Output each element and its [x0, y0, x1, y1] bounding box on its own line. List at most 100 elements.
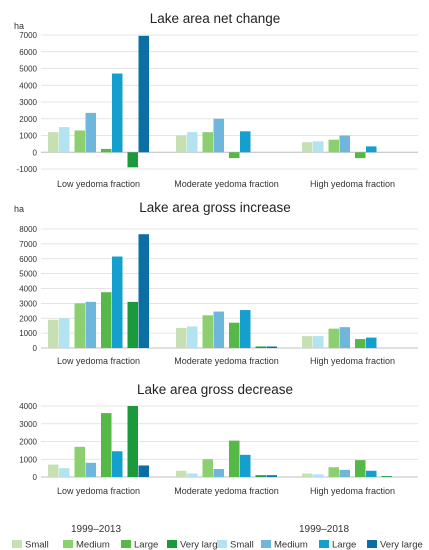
bar-large-1999-2013-low-yedoma-fraction — [101, 292, 112, 348]
bar-small-1999-2013-moderate-yedoma-fraction — [176, 327, 187, 348]
bar-small-1999-2013-moderate-yedoma-fraction — [176, 470, 187, 477]
bar-medium-1999-2013-high-yedoma-fraction — [328, 139, 339, 153]
bar-small-1999-2018-high-yedoma-fraction — [313, 336, 324, 348]
bar-large-1999-2018-low-yedoma-fraction — [112, 256, 123, 348]
bar-small-1999-2018-low-yedoma-fraction — [59, 127, 70, 153]
bar-large-1999-2018-low-yedoma-fraction — [112, 73, 123, 153]
y-axis-unit-label: ha — [14, 21, 24, 31]
bar-small-1999-2013-low-yedoma-fraction — [48, 319, 59, 348]
y-tick-label: 4000 — [19, 402, 37, 411]
y-tick-label: 0 — [33, 148, 38, 157]
legend-label-medium: Medium — [274, 540, 308, 550]
bar-medium-1999-2018-low-yedoma-fraction — [85, 462, 96, 477]
y-tick-label: 4000 — [19, 285, 37, 294]
chart-lake-area-gross-increase: Lake area gross increase ha 0 1000 2000 3000 4… — [14, 200, 418, 366]
bar-very-large-1999-2013-low-yedoma-fraction — [127, 152, 138, 168]
bar-small-1999-2018-low-yedoma-fraction — [59, 318, 70, 348]
bar-large-1999-2013-moderate-yedoma-fraction — [229, 322, 240, 348]
bar-medium-1999-2018-moderate-yedoma-fraction — [213, 118, 224, 153]
y-tick-label: 2000 — [19, 314, 37, 323]
legend-label-medium: Medium — [76, 540, 110, 550]
chart-title: Lake area net change — [150, 11, 281, 26]
bar-very-large-1999-2018-low-yedoma-fraction — [138, 234, 149, 348]
bar-large-1999-2013-high-yedoma-fraction — [355, 460, 366, 477]
bar-large-1999-2013-moderate-yedoma-fraction — [229, 152, 240, 159]
bar-very-large-1999-2018-low-yedoma-fraction — [138, 465, 149, 477]
bar-large-1999-2013-low-yedoma-fraction — [101, 413, 112, 477]
x-category-label: High yedoma fraction — [310, 486, 395, 496]
x-category-label: Low yedoma fraction — [57, 356, 140, 366]
chart-lake-area-net-change: Lake area net change ha -1000 0 1000 2000 3000… — [14, 11, 418, 189]
bar-large-1999-2013-moderate-yedoma-fraction — [229, 440, 240, 477]
legend-swatch-large-1999-2018 — [319, 540, 329, 548]
bar-large-1999-2018-low-yedoma-fraction — [112, 451, 123, 477]
legend-period-1999-2018: 1999–2018 — [299, 524, 349, 535]
legend-swatch-very-large-1999-2013 — [167, 540, 177, 548]
y-tick-label: 0 — [33, 344, 38, 353]
legend: 1999–2013 1999–2018 Small Medium Large Very… — [12, 524, 423, 550]
bar-medium-1999-2018-high-yedoma-fraction — [339, 469, 350, 477]
bar-very-large-1999-2013-moderate-yedoma-fraction — [255, 346, 266, 348]
bar-medium-1999-2018-moderate-yedoma-fraction — [213, 469, 224, 477]
bar-large-1999-2018-moderate-yedoma-fraction — [240, 454, 251, 477]
bar-medium-1999-2013-low-yedoma-fraction — [74, 446, 85, 477]
bar-medium-1999-2018-high-yedoma-fraction — [339, 135, 350, 153]
legend-label-very-large: Very large — [380, 540, 423, 550]
y-tick-label: 2000 — [19, 438, 37, 447]
y-tick-label: 1000 — [19, 132, 37, 141]
bar-small-1999-2018-high-yedoma-fraction — [313, 141, 324, 153]
x-category-label: Moderate yedoma fraction — [174, 356, 279, 366]
bar-medium-1999-2013-low-yedoma-fraction — [74, 130, 85, 153]
bar-very-large-1999-2013-moderate-yedoma-fraction — [255, 475, 266, 477]
y-tick-label: 5000 — [19, 65, 37, 74]
legend-period-1999-2013: 1999–2013 — [71, 524, 121, 535]
legend-swatch-small-1999-2018 — [217, 540, 227, 548]
bar-small-1999-2013-low-yedoma-fraction — [48, 132, 59, 153]
y-tick-label: 0 — [33, 473, 38, 482]
legend-label-very-large: Very large — [180, 540, 223, 550]
bar-small-1999-2018-moderate-yedoma-fraction — [187, 132, 198, 153]
bar-very-large-1999-2018-moderate-yedoma-fraction — [266, 346, 277, 348]
x-category-label: High yedoma fraction — [310, 179, 395, 189]
y-tick-label: 3000 — [19, 98, 37, 107]
y-tick-label: 4000 — [19, 81, 37, 90]
x-category-label: Moderate yedoma fraction — [174, 486, 279, 496]
chart-panels: Lake area net change ha -1000 0 1000 2000 3000… — [14, 11, 418, 496]
y-tick-label: 1000 — [19, 455, 37, 464]
y-tick-label: 6000 — [19, 255, 37, 264]
y-tick-label: 6000 — [19, 48, 37, 57]
bar-small-1999-2013-moderate-yedoma-fraction — [176, 135, 187, 153]
chart-title: Lake area gross decrease — [137, 382, 293, 397]
bar-small-1999-2013-high-yedoma-fraction — [302, 142, 313, 153]
bar-very-large-1999-2013-low-yedoma-fraction — [127, 406, 138, 477]
y-tick-label: 8000 — [19, 225, 37, 234]
bar-medium-1999-2013-moderate-yedoma-fraction — [202, 459, 213, 477]
bar-medium-1999-2013-high-yedoma-fraction — [328, 467, 339, 477]
legend-swatch-medium-1999-2013 — [63, 540, 73, 548]
chart-title: Lake area gross increase — [139, 200, 291, 215]
bar-medium-1999-2013-moderate-yedoma-fraction — [202, 315, 213, 348]
x-category-label: High yedoma fraction — [310, 356, 395, 366]
legend-swatch-large-1999-2013 — [121, 540, 131, 548]
y-tick-label: -1000 — [17, 165, 38, 174]
bar-medium-1999-2013-moderate-yedoma-fraction — [202, 132, 213, 153]
bar-small-1999-2013-low-yedoma-fraction — [48, 464, 59, 477]
x-category-label: Moderate yedoma fraction — [174, 179, 279, 189]
legend-swatch-very-large-1999-2018 — [367, 540, 377, 548]
legend-label-small: Small — [230, 540, 254, 550]
bar-medium-1999-2013-low-yedoma-fraction — [74, 303, 85, 348]
legend-label-large: Large — [332, 540, 356, 550]
y-tick-label: 1000 — [19, 329, 37, 338]
bar-medium-1999-2018-low-yedoma-fraction — [85, 112, 96, 153]
bar-small-1999-2018-high-yedoma-fraction — [313, 474, 324, 477]
legend-label-small: Small — [25, 540, 49, 550]
bar-small-1999-2013-high-yedoma-fraction — [302, 473, 313, 477]
x-category-label: Low yedoma fraction — [57, 179, 140, 189]
bar-medium-1999-2013-high-yedoma-fraction — [328, 328, 339, 348]
bar-large-1999-2018-moderate-yedoma-fraction — [240, 310, 251, 348]
bar-large-1999-2013-high-yedoma-fraction — [355, 152, 366, 159]
bar-small-1999-2018-moderate-yedoma-fraction — [187, 326, 198, 348]
bar-small-1999-2018-low-yedoma-fraction — [59, 468, 70, 477]
y-tick-label: 7000 — [19, 240, 37, 249]
